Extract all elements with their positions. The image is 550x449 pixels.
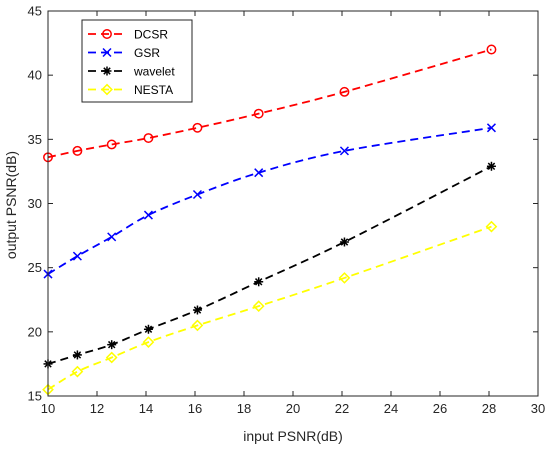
legend-marker-wavelet (102, 66, 112, 76)
data-point-nesta (338, 272, 351, 284)
data-point-dcsr (106, 139, 117, 150)
data-point-wavelet (192, 305, 202, 315)
data-point-wavelet (143, 324, 153, 334)
x-tick-label: 16 (188, 401, 202, 416)
legend-label-gsr: GSR (134, 46, 160, 60)
legend-label-dcsr: DCSR (134, 27, 168, 41)
legend-label-wavelet: wavelet (133, 64, 175, 78)
axes: 10 12 14 16 18 20 22 24 26 28 30 15 20 25 30 35 40 45 (28, 4, 546, 417)
x-tick-label: 26 (433, 401, 447, 416)
x-tick-label: 10 (41, 401, 55, 416)
data-point-dcsr (253, 108, 264, 119)
x-tick-label: 24 (384, 401, 398, 416)
data-point-dcsr (486, 44, 497, 55)
y-tick-label: 15 (28, 389, 42, 404)
legend-box (81, 19, 193, 103)
legend-marker-gsr (102, 47, 112, 58)
x-tick-label: 20 (286, 401, 300, 416)
x-tick-label: 22 (335, 401, 349, 416)
data-point-gsr (486, 123, 496, 133)
data-point-nesta (71, 365, 84, 378)
x-tick-label: 18 (237, 401, 251, 416)
x-axis-label: input PSNR(dB) (243, 428, 343, 444)
series-dcsr (43, 44, 497, 163)
data-point-dcsr (339, 86, 350, 97)
legend-label-nesta: NESTA (134, 83, 173, 97)
data-point-wavelet (486, 161, 496, 171)
data-point-wavelet (72, 350, 82, 360)
data-point-dcsr (72, 145, 83, 156)
legend-entry-wavelet: wavelet (88, 64, 175, 78)
data-point-gsr (339, 146, 349, 156)
legend-marker-dcsr (102, 29, 112, 39)
y-axis-label: output PSNR(dB) (3, 151, 19, 259)
data-point-gsr (143, 210, 153, 220)
data-point-wavelet (254, 277, 264, 287)
y-tick-label: 40 (28, 68, 42, 83)
legend-marker-nesta (101, 83, 113, 96)
x-tick-label: 28 (482, 401, 496, 416)
data-point-wavelet (107, 340, 117, 350)
legend-entry-dcsr: DCSR (88, 27, 168, 41)
data-point-gsr (254, 168, 264, 178)
x-tick-label: 12 (90, 401, 104, 416)
y-tick-label: 30 (28, 196, 42, 211)
data-point-gsr (72, 251, 82, 261)
legend: DCSR GSR wavelet NESTA (81, 19, 193, 103)
data-point-gsr (107, 232, 117, 242)
data-point-dcsr (143, 133, 154, 144)
data-point-nesta (142, 336, 155, 348)
data-point-nesta (105, 351, 118, 364)
data-point-dcsr (192, 122, 203, 133)
x-tick-label: 14 (139, 401, 153, 416)
series-layer (42, 44, 498, 396)
legend-entry-nesta: NESTA (88, 83, 173, 97)
series-gsr (43, 123, 496, 279)
y-tick-label: 35 (28, 132, 42, 147)
legend-entry-gsr: GSR (88, 46, 160, 60)
series-line-nesta (47, 225, 492, 391)
data-point-nesta (252, 300, 265, 313)
y-tick-label: 45 (28, 4, 42, 19)
series-wavelet (43, 161, 496, 369)
data-point-nesta (191, 319, 204, 332)
data-point-wavelet (339, 237, 349, 247)
data-point-gsr (192, 189, 202, 200)
y-tick-label: 25 (28, 260, 42, 275)
data-point-nesta (485, 220, 498, 233)
y-tick-label: 20 (28, 324, 42, 339)
x-tick-label: 30 (531, 401, 545, 416)
